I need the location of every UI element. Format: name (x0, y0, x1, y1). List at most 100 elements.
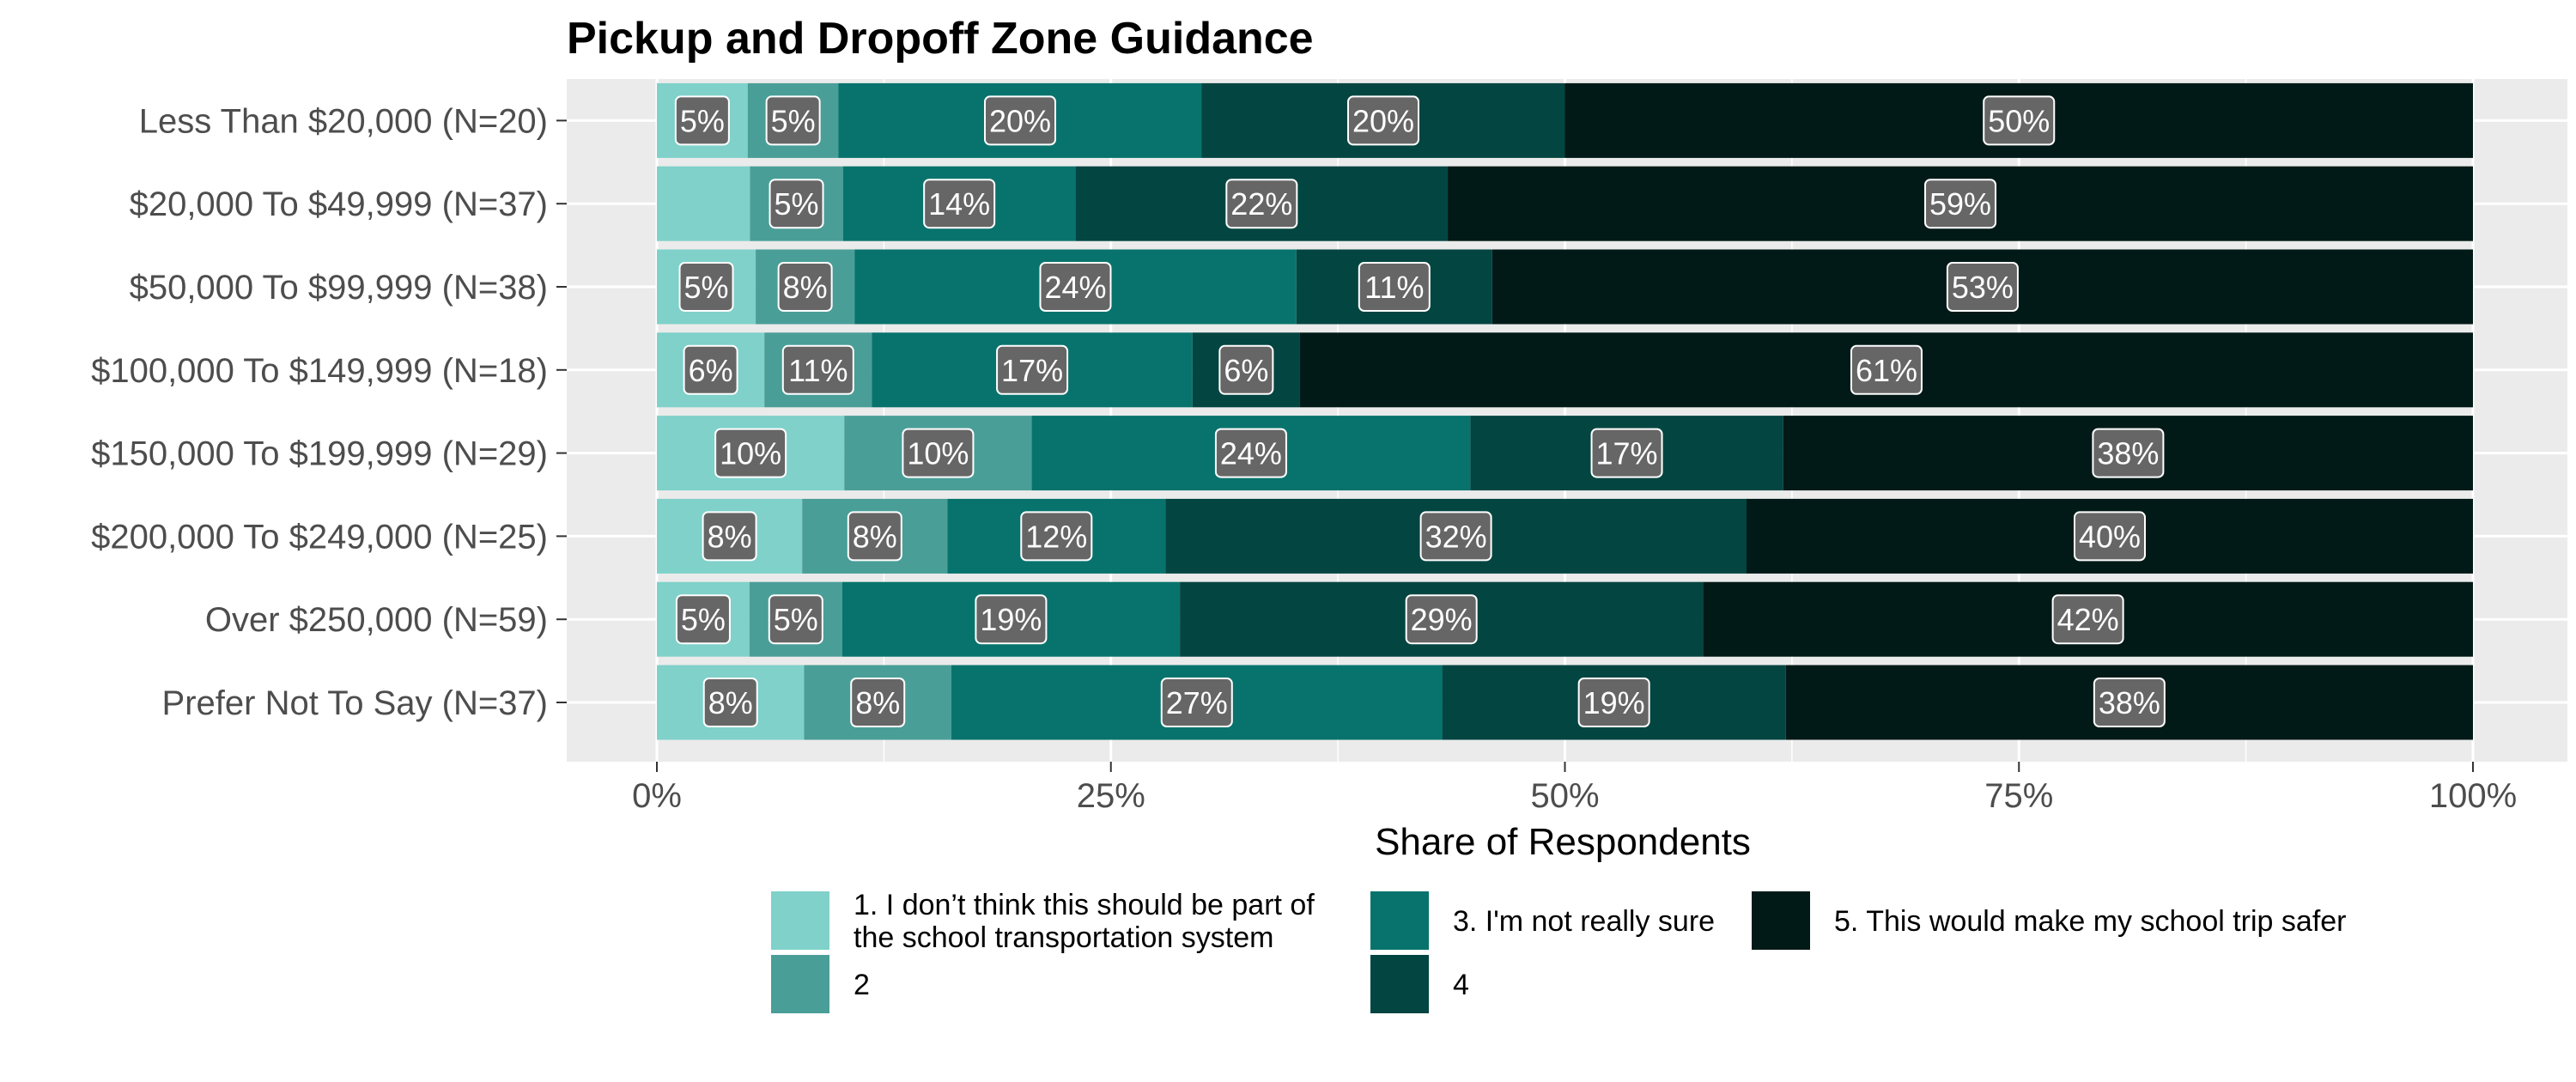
data-label-text: 10% (907, 436, 969, 471)
data-label: 38% (2093, 678, 2166, 727)
data-label: 61% (1850, 344, 1923, 395)
data-label: 29% (1405, 594, 1478, 645)
data-label: 32% (1419, 511, 1492, 562)
data-label-text: 8% (855, 685, 900, 720)
data-label-text: 6% (1224, 353, 1268, 388)
data-label-box (2092, 428, 2165, 478)
data-label-text: 27% (1166, 685, 1228, 720)
data-label: 5% (765, 95, 821, 146)
data-label: 19% (975, 594, 1048, 645)
data-label: 59% (1924, 179, 1997, 229)
data-label: 24% (1039, 262, 1112, 312)
data-label: 11% (781, 344, 854, 395)
data-label: 38% (2092, 428, 2165, 478)
data-label-text: 40% (2079, 519, 2141, 554)
data-label-text: 6% (689, 353, 733, 388)
x-axis-title: Share of Respondents (1375, 821, 1751, 863)
data-label-box (2093, 678, 2166, 727)
data-label-box (769, 179, 824, 229)
legend-item: 5. This would make my school trip safer (1752, 891, 2347, 950)
legend-key (771, 891, 829, 950)
legend-label: 2 (854, 969, 870, 1001)
data-label-box (2074, 511, 2146, 562)
data-label-box (683, 344, 738, 395)
category-label: $50,000 To $99,999 (N=38) (130, 269, 548, 307)
data-label: 17% (1590, 428, 1663, 478)
data-label-text: 38% (2097, 436, 2159, 471)
data-label: 22% (1225, 179, 1298, 229)
legend-key (771, 955, 829, 1013)
data-label-box (1577, 678, 1650, 727)
data-label-box (1850, 344, 1923, 395)
data-label-box (984, 95, 1056, 146)
data-label-box (996, 344, 1069, 395)
data-label-box (1225, 179, 1298, 229)
data-label-text: 38% (2099, 685, 2160, 720)
data-label-box (675, 594, 731, 645)
data-label-box (777, 262, 833, 312)
data-label-box (1946, 262, 2019, 312)
data-label-box (847, 511, 902, 562)
data-label-text: 50% (1988, 103, 2050, 138)
data-label: 27% (1160, 678, 1233, 727)
category-label: $100,000 To $149,999 (N=18) (91, 352, 548, 390)
data-label-box (1347, 95, 1419, 146)
legend-key (1370, 891, 1429, 950)
legend-item: 3. I'm not really sure (1370, 891, 1715, 950)
data-label-text: 5% (680, 103, 725, 138)
category-label: Less Than $20,000 (N=20) (139, 102, 548, 140)
data-label: 5% (678, 262, 734, 312)
data-label-text: 22% (1230, 186, 1292, 222)
data-label: 40% (2074, 511, 2146, 562)
data-label-text: 12% (1025, 519, 1087, 554)
data-label: 20% (984, 95, 1056, 146)
data-label: 50% (1983, 95, 2056, 146)
data-label-text: 42% (2057, 602, 2119, 637)
data-label: 12% (1020, 511, 1093, 562)
data-label-text: 8% (853, 519, 897, 554)
x-tick-label: 25% (1077, 777, 1145, 815)
data-label-text: 5% (684, 270, 729, 305)
legend: 1. I don’t think this should be part oft… (771, 889, 2347, 1013)
legend-label: 1. I don’t think this should be part of (854, 889, 1315, 921)
data-label-text: 11% (788, 353, 848, 388)
data-label: 6% (1218, 344, 1274, 395)
x-tick-label: 100% (2429, 777, 2517, 815)
data-label-box (714, 428, 787, 478)
x-axis-ticks: 0% 25% 50% 75% 100% (632, 762, 2517, 815)
data-label-box (1214, 428, 1287, 478)
data-label-text: 24% (1220, 436, 1282, 471)
data-label-text: 20% (989, 103, 1051, 138)
data-label: 14% (923, 179, 996, 229)
data-label: 10% (714, 428, 787, 478)
data-label-text: 20% (1352, 103, 1414, 138)
bar-segment (657, 166, 750, 241)
data-label-text: 17% (1596, 436, 1658, 471)
legend-label: 4 (1453, 969, 1469, 1001)
x-tick-label: 0% (632, 777, 682, 815)
legend-label: 3. I'm not really sure (1453, 905, 1715, 938)
data-label-box (702, 678, 758, 727)
data-label-text: 5% (771, 103, 816, 138)
data-label-box (1039, 262, 1112, 312)
data-label-box (765, 95, 821, 146)
data-label-box (902, 428, 975, 478)
data-label: 5% (674, 95, 730, 146)
data-label-text: 53% (1952, 270, 2014, 305)
legend-key (1752, 891, 1810, 950)
data-label: 17% (996, 344, 1069, 395)
chart-title: Pickup and Dropoff Zone Guidance (567, 14, 1314, 64)
data-label-box (781, 344, 854, 395)
data-label: 19% (1577, 678, 1650, 727)
data-label-box (1358, 262, 1431, 312)
category-label: Prefer Not To Say (N=37) (162, 684, 548, 722)
legend-key (1370, 955, 1429, 1013)
data-label-box (975, 594, 1048, 645)
data-label: 24% (1214, 428, 1287, 478)
data-label-box (923, 179, 996, 229)
data-label-box (1590, 428, 1663, 478)
legend-item: 1. I don’t think this should be part oft… (771, 889, 1315, 954)
data-label: 11% (1358, 262, 1431, 312)
data-label-text: 5% (681, 602, 726, 637)
